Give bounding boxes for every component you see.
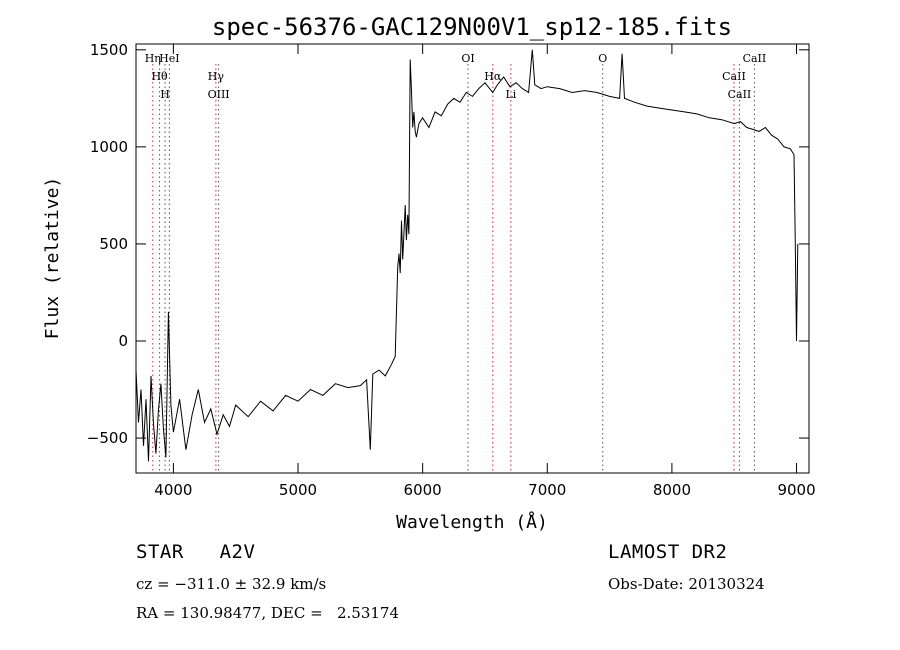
coordinates-text: RA = 130.98477, DEC = 2.53174 [136, 604, 400, 622]
y-tick-label: −500 [87, 429, 128, 447]
x-tick-label: 8000 [653, 481, 691, 499]
y-tick-label: 1500 [90, 41, 128, 59]
x-tick-label: 4000 [154, 481, 192, 499]
survey-label: LAMOST DR2 [608, 541, 728, 563]
x-tick-label: 9000 [777, 481, 815, 499]
x-tick-label: 7000 [528, 481, 566, 499]
line-label: CaII [743, 52, 767, 65]
line-label: Hη [145, 52, 161, 65]
line-label: CaII [722, 70, 746, 83]
line-label: Hγ [208, 70, 225, 83]
x-tick-label: 6000 [404, 481, 442, 499]
y-tick-label: 500 [99, 235, 128, 253]
x-axis-label: Wavelength (Å) [396, 511, 548, 533]
y-tick-label: 1000 [90, 138, 128, 156]
y-tick-label: 0 [118, 332, 128, 350]
line-label: Hα [484, 70, 502, 83]
line-label: CaII [728, 88, 752, 101]
line-label: HeI [159, 52, 179, 65]
plot-frame [135, 43, 810, 474]
axis-ticks: 4000 5000 6000 7000 8000 9000 −500 0 500 1000 1500 [87, 41, 816, 499]
line-label: O [598, 52, 607, 65]
spectrum-line [135, 49, 799, 462]
line-label: OI [461, 52, 474, 65]
line-label: Li [505, 88, 516, 101]
y-axis-label: Flux (relative) [42, 177, 63, 340]
line-label: H [160, 88, 170, 101]
star-type: STAR A2V [136, 541, 256, 563]
chart-title: spec-56376-GAC129N00V1_sp12-185.fits [212, 13, 732, 41]
spectrum-series [135, 49, 799, 462]
redshift-text: cz = −311.0 ± 32.9 km/s [136, 575, 327, 593]
line-label: OIII [208, 88, 230, 101]
obs-date-text: Obs-Date: 20130324 [608, 575, 765, 593]
line-label: Hθ [151, 70, 168, 83]
x-tick-label: 5000 [279, 481, 317, 499]
